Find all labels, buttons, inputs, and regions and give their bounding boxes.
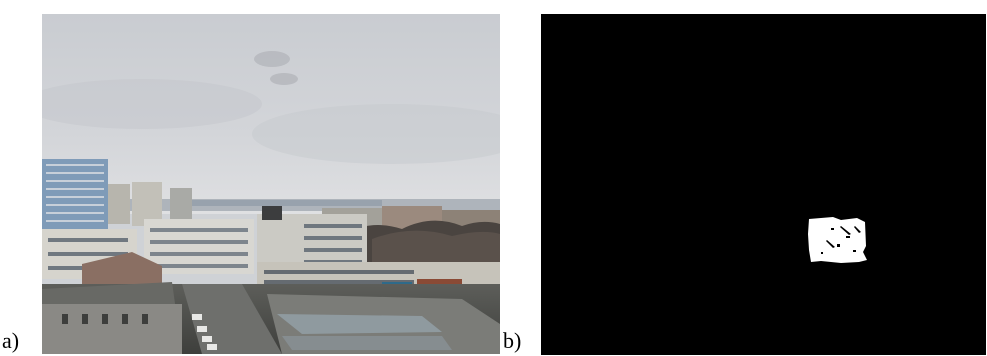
segmentation-mask — [541, 14, 986, 355]
tower-building — [42, 159, 108, 239]
city-photo — [42, 14, 500, 354]
panel-label-a: a) — [2, 328, 20, 353]
mask-region — [808, 217, 867, 263]
panel-label-b: b) — [503, 328, 522, 353]
cloud-spot — [254, 51, 290, 67]
cloud-spot — [270, 73, 298, 85]
